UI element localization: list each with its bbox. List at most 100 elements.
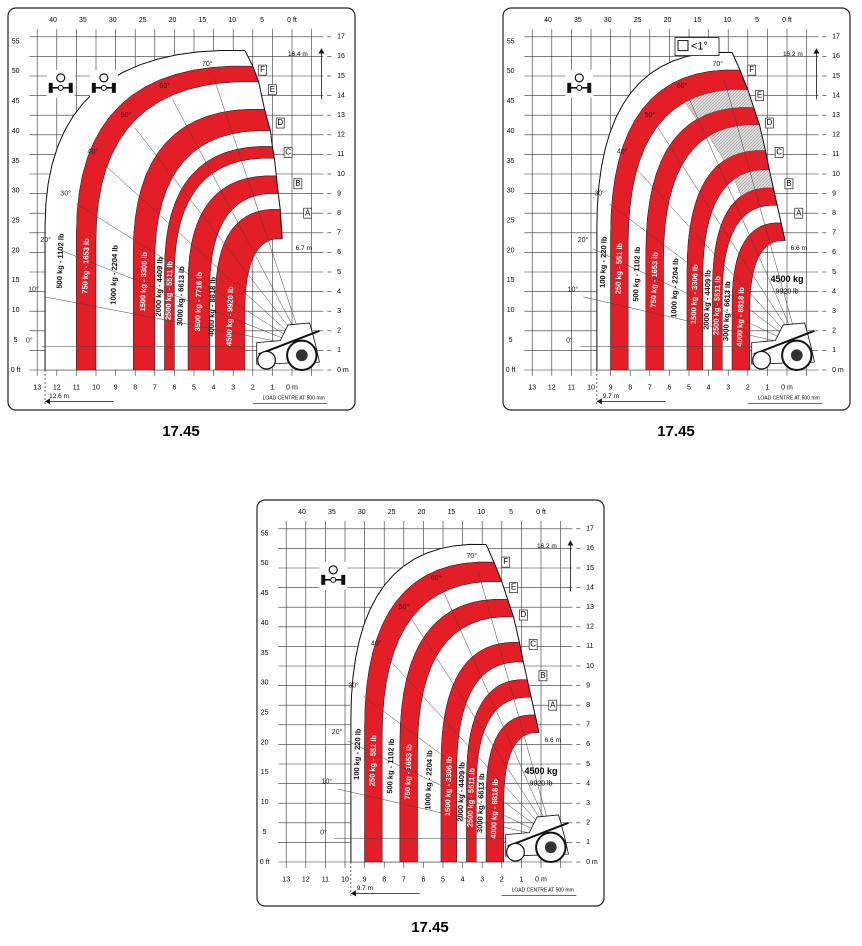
envelope-edge — [244, 50, 283, 239]
max-reach: 12.6 m — [49, 393, 69, 400]
envelope — [596, 51, 733, 370]
bottom-tick-label: 11 — [568, 384, 575, 391]
top-tick-label: 5 — [260, 17, 264, 24]
right-tick-label: 10 — [832, 171, 840, 178]
bottom-tick-label: 8 — [382, 876, 386, 883]
extension-label: C — [776, 148, 782, 157]
extension-box — [528, 639, 538, 650]
bottom-tick-label: 0 m — [286, 384, 298, 391]
extension-box — [538, 670, 548, 682]
extension-label: D — [766, 118, 772, 127]
icon-lock — [99, 73, 109, 83]
bottom-tick-label: 7 — [648, 384, 652, 391]
bottom-tick-label: 8 — [133, 384, 137, 391]
angle-label: 40° — [371, 639, 382, 647]
right-tick-label: 5 — [337, 269, 341, 276]
bottom-tick-label: 6 — [172, 384, 176, 391]
extension-label: F — [260, 65, 265, 74]
load-label: 100 kg - 220 lb — [598, 236, 609, 288]
load-label: 1500 kg - 3306 lb — [443, 756, 454, 816]
load-label: 2500 kg - 5511 lb — [465, 767, 476, 827]
right-tick-label: 4 — [586, 780, 590, 787]
angle-label: 70° — [712, 60, 723, 68]
extension-box — [755, 90, 764, 101]
angle-line — [347, 740, 553, 839]
left-tick-label: 25 — [261, 709, 269, 716]
angle-label: 50° — [399, 603, 410, 611]
icon-wheel — [341, 574, 346, 585]
right-tick-label: 0 m — [586, 859, 598, 866]
tilt-label: <1° — [691, 41, 708, 53]
right-tick-label: 6 — [586, 741, 590, 748]
load-label: 4000 kg - 8818 lb — [735, 286, 746, 346]
extension-box — [283, 147, 293, 158]
tip-height: 6.6 m — [545, 737, 561, 744]
extension-label: E — [511, 583, 516, 592]
right-tick-label: 6 — [337, 249, 341, 256]
right-tick-label: 0 m — [832, 367, 844, 374]
left-tick-label: 35 — [507, 158, 515, 165]
left-tick-label: 55 — [507, 38, 515, 45]
right-tick-label: 16 — [832, 53, 840, 60]
top-tick-label: 5 — [509, 509, 513, 516]
top-tick-label: 5 — [755, 17, 759, 24]
envelope — [350, 543, 487, 862]
load-label: 250 kg - 551 lb — [614, 242, 625, 294]
right-tick-label: 12 — [337, 132, 345, 139]
left-tick-label: 0 ft — [506, 367, 516, 374]
load-label: 3000 kg - 6613 lb — [721, 281, 732, 341]
extension-label: A — [305, 208, 311, 217]
machine-hub — [544, 841, 557, 854]
left-tick-label: 45 — [12, 98, 20, 105]
extension-label: D — [277, 118, 283, 127]
extension-box — [258, 64, 267, 76]
top-tick-label: 40 — [544, 17, 552, 24]
left-tick-label: 20 — [507, 247, 515, 254]
right-tick-label: 15 — [586, 565, 594, 572]
load-label: 500 kg - 1102 lb — [385, 738, 396, 794]
right-tick-label: 17 — [586, 526, 594, 533]
load-label: 2500 kg - 5511 lb — [163, 260, 174, 320]
icon-lock — [56, 73, 66, 83]
extension-label: B — [295, 179, 300, 188]
load-label: 1500 kg - 3306 lb — [138, 251, 149, 311]
bottom-tick-label: 13 — [282, 876, 290, 883]
right-tick-label: 3 — [586, 800, 590, 807]
envelope — [44, 49, 245, 370]
load-label: 4000 kg - 8818 lb — [489, 778, 500, 838]
bottom-tick-label: 7 — [153, 384, 157, 391]
extension-label: D — [520, 610, 526, 619]
right-tick-label: 16 — [586, 545, 594, 552]
extension-box — [519, 609, 528, 621]
bottom-tick-label: 6 — [667, 384, 671, 391]
bottom-tick-label: 1 — [519, 876, 523, 883]
top-tick-label: 20 — [169, 17, 177, 24]
angle-label: 20° — [332, 728, 343, 736]
right-tick-label: 4 — [337, 288, 341, 295]
caption: 17.45 — [411, 919, 449, 936]
max-reach: 9.7 m — [603, 393, 619, 400]
icon-wheel — [68, 82, 73, 93]
arrow-head — [318, 48, 325, 54]
top-tick-label: 0 ft — [287, 17, 297, 24]
extension-label: A — [796, 208, 802, 217]
left-tick-label: 35 — [261, 650, 269, 657]
angle-label: 50° — [121, 111, 132, 119]
right-tick-label: 9 — [586, 682, 590, 689]
extension-box — [268, 84, 277, 96]
top-tick-label: 25 — [634, 17, 642, 24]
angle-line — [593, 248, 799, 347]
angle-label: 30° — [594, 189, 605, 197]
top-tick-label: 35 — [574, 17, 582, 24]
bottom-tick-label: 2 — [746, 384, 750, 391]
angle-label: 10° — [28, 285, 39, 293]
right-tick-label: 8 — [337, 210, 341, 217]
angle-label: 60° — [431, 574, 442, 582]
angle-line — [172, 99, 304, 347]
left-tick-label: 0 ft — [11, 367, 21, 374]
right-tick-label: 11 — [337, 151, 344, 158]
right-tick-label: 14 — [337, 92, 345, 99]
right-tick-label: 7 — [586, 722, 590, 729]
right-tick-label: 12 — [832, 132, 840, 139]
